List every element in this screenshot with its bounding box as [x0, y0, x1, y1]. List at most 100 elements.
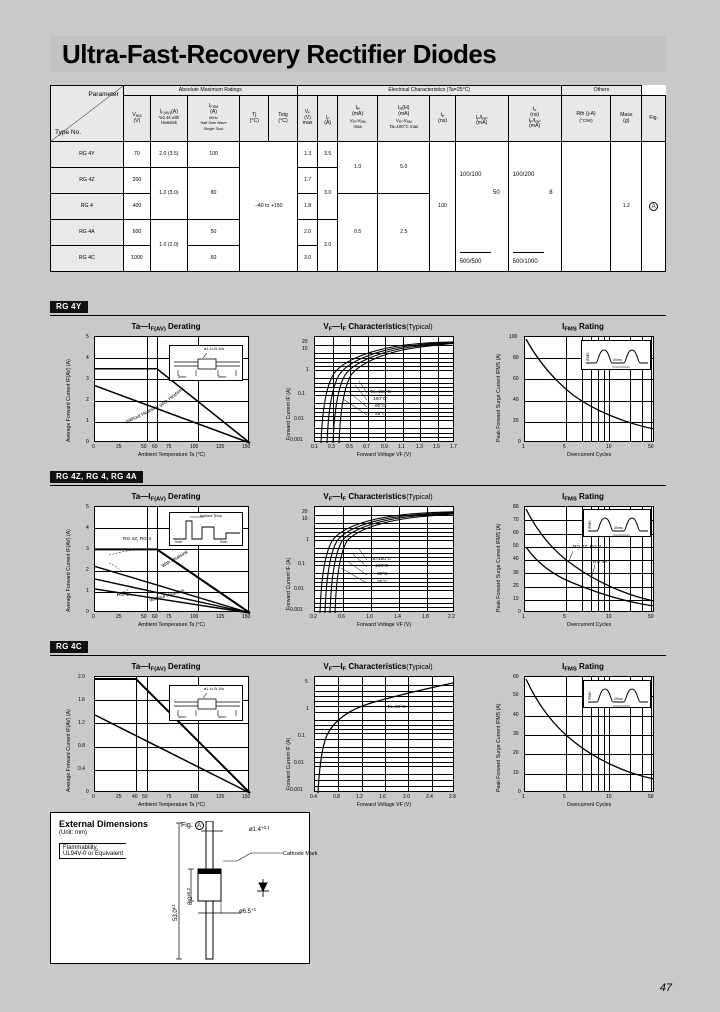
cell-vrm-rg4c: 1000 [122, 245, 152, 272]
y-tick: 50 [513, 692, 519, 698]
curve-label-25c: Ta=25°C [387, 705, 406, 710]
inset-note: 20ms [613, 358, 622, 362]
y-axis-label: Average Forward Current IF(AV) (A) [66, 529, 72, 612]
col-head-fig: Fig. [641, 95, 666, 142]
cell-vrm-rg4a: 600 [122, 219, 152, 246]
y-axis-label: Forward Current IF (A) [286, 737, 292, 790]
x-tick: 10 [606, 614, 612, 620]
y-tick: 5 [305, 679, 308, 685]
charts-row-rg4y: Ta—IF(AV) Derating [50, 316, 666, 464]
y-axis-label: Average Forward Current IF(AV) (A) [66, 359, 72, 442]
y-axis-label: Forward Current IF (A) [286, 557, 292, 610]
curve-label-rg4z-rg4: RG 4Z, RG 4 [573, 545, 601, 550]
y-tick: 3 [86, 546, 89, 552]
curve-label-rg4z-rg4: RG 4Z, RG 4 [123, 537, 151, 542]
col-head-ir: IR (mA) VR=VRM max [337, 95, 379, 142]
col-head-vrm: VRM (V) [122, 95, 152, 142]
plot-area: ø1.4×2t 10s 5mm 5mm [94, 676, 251, 794]
col-head-trr-a-cond: IF/IRP (mA) [454, 95, 509, 142]
flammability-note: Flammability, UL94V-0 or Equivalent [59, 843, 127, 859]
group-header-electrical: Electrical Characteristics (Ta=25°C) [296, 85, 562, 96]
x-tick: 50 [648, 794, 654, 800]
vfif-curves [320, 341, 454, 444]
chart-ifms-rg4y: IFMS Rating [488, 322, 663, 462]
cell-vrm-rg4y: 70 [122, 141, 152, 168]
x-tick: 5 [563, 794, 566, 800]
cathode-mark-label: Cathode Mark [283, 851, 318, 857]
col-head-trr-b-cond: trr (ns) IF/IRP (mA) [507, 95, 562, 142]
trr2-cond-top: 100/200 [512, 172, 535, 178]
y-axis-label: Peak Forward Surge Current IFMS (A) [496, 353, 502, 442]
cell-ifav-rg4z: 1.0 (3.0) [150, 167, 188, 220]
chart-title: VF—IF Characteristics(Typical) [323, 322, 433, 333]
plot-area: RG 4Z, RG 4 RG 4A With Heatsink Without … [94, 506, 251, 614]
inset-note: 20ms [614, 526, 623, 530]
inset-note: ø1.4×2t 10s [204, 347, 225, 351]
x-tick: 1.0 [366, 614, 373, 620]
chart-vfif-rg4y: VF—IF Characteristics(Typical) [278, 322, 473, 462]
x-tick: 0 [92, 794, 95, 800]
x-tick: 0.8 [333, 794, 340, 800]
cell-ifav-rg4y: 2.0 (3.5) [150, 141, 188, 168]
y-tick: 1 [306, 706, 309, 712]
specification-table-wrapper: Parameter Type No. Absolute Maximum Rati… [50, 85, 666, 272]
cell-ifsm-rg4a: 50 [186, 219, 241, 246]
cell-ifav-rg4a: 1.0 (2.0) [150, 219, 188, 272]
x-tick: 25 [116, 444, 122, 450]
x-tick: 150 [242, 794, 251, 800]
inset-heatsink-diagram: ø1.4×2t 10s 5mm 5mm [169, 345, 243, 381]
block-tag-rg4y: RG 4Y [50, 300, 88, 313]
inset-ylabel: IFMS [586, 352, 590, 361]
table-corner-cell: Parameter Type No. [50, 85, 124, 142]
x-tick: 100 [190, 794, 199, 800]
x-tick: 1.1 [398, 444, 405, 450]
x-tick: 25 [116, 794, 122, 800]
x-tick: 50 [648, 614, 654, 620]
x-tick: 10 [606, 794, 612, 800]
corner-diagonal-line [51, 86, 123, 141]
table-group-header-row: Parameter Type No. Absolute Maximum Rati… [50, 85, 666, 142]
inset-right-label: 5mm [218, 715, 227, 719]
title-pre: Ta—I [131, 322, 151, 331]
x-tick: 0.5 [346, 444, 353, 450]
chart-title: Ta—IF(AV) Derating [131, 662, 201, 673]
x-tick: 1 [522, 794, 525, 800]
cell-rth [560, 141, 612, 272]
specification-table: Parameter Type No. Absolute Maximum Rati… [50, 85, 666, 272]
vfif-curve [317, 682, 454, 794]
dim-total-length: 53.0±1 [171, 904, 179, 921]
y-tick: 20 [513, 418, 519, 424]
chart-block-rg4y: RG 4Y Ta—IF(AV) Derating [50, 296, 666, 464]
ifms-curves [525, 508, 655, 607]
derating-curves [94, 678, 251, 794]
inset-surge-waveform: 20ms IFMS [581, 340, 651, 370]
col-head-vf-if: IF (A) [317, 95, 339, 142]
title-pre: V [323, 322, 329, 331]
x-axis-label: Forward Voltage VF (V) [356, 802, 412, 808]
col-head-vf-max: VF (V) max [296, 95, 319, 142]
cell-ifsm-rg4y: 100 [186, 141, 241, 168]
y-tick: 0 [86, 609, 89, 615]
cell-vfif-rg4y: 3.5 [317, 141, 339, 168]
x-tick: 125 [216, 794, 225, 800]
chart-title: IFMS Rating [562, 662, 604, 673]
y-tick: 0.1 [298, 391, 305, 397]
inset-note: ø1.4×2t 10s [204, 687, 225, 691]
cell-fig: A [641, 141, 666, 272]
y-tick: 70 [513, 517, 519, 523]
pulse-sketch [173, 516, 240, 540]
title-typical: (Typical) [406, 324, 433, 331]
surge-waveform-sketch [588, 517, 648, 536]
x-tick: 2.4 [426, 794, 433, 800]
x-axis-label: Overcurrent Cycles [566, 452, 612, 458]
y-axis-label: Peak Forward Surge Current IFMS (A) [496, 703, 502, 792]
fig-letter: A [194, 821, 204, 830]
y-tick: 1 [306, 367, 309, 373]
y-tick: 20 [513, 750, 519, 756]
chart-title: IFMS Rating [562, 322, 604, 333]
chart-ifms-rg4z: IFMS Rating [488, 492, 663, 632]
y-tick: 5 [86, 334, 89, 340]
dim-body-diameter: ø6.5+1 [239, 907, 257, 915]
table-row: RG 4C 1000 60 3.0 [50, 245, 666, 272]
